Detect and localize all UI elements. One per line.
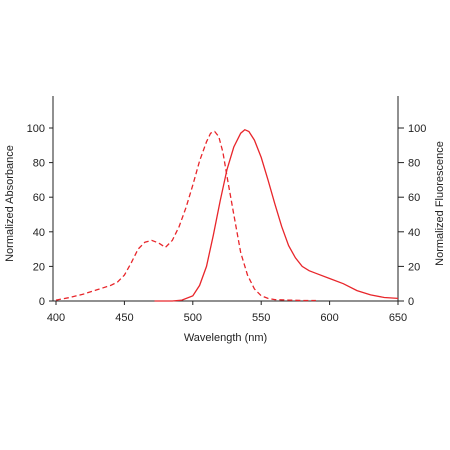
- fluorescence-series-line: [154, 128, 399, 302]
- plot-area: [55, 128, 399, 302]
- y-axis-left-title: Normalized Absorbance: [4, 145, 16, 262]
- y-axis-right-title: Normalized Fluorescence: [434, 141, 446, 266]
- y-right-tick-label: 100: [408, 123, 426, 135]
- y-left-tick-label: 0: [39, 296, 45, 308]
- y-left-tick-label: 20: [33, 261, 45, 273]
- x-tick-label: 500: [184, 312, 202, 324]
- x-axis-title: Wavelength (nm): [184, 332, 267, 344]
- x-tick-label: 400: [47, 312, 65, 324]
- y-left-tick-label: 80: [33, 158, 45, 170]
- y-right-tick-label: 0: [408, 296, 414, 308]
- y-left-tick-label: 100: [27, 123, 45, 135]
- y-right-tick-label: 60: [408, 192, 420, 204]
- absorbance-series-line: [55, 130, 316, 302]
- x-tick-label: 550: [252, 312, 270, 324]
- x-tick-label: 600: [320, 312, 338, 324]
- axis-frame: [52, 96, 399, 302]
- y-left-tick-label: 40: [33, 227, 45, 239]
- x-tick-label: 650: [389, 312, 407, 324]
- y-right-tick-label: 40: [408, 227, 420, 239]
- y-left-tick-label: 60: [33, 192, 45, 204]
- y-right-tick-label: 20: [408, 261, 420, 273]
- x-tick-label: 450: [115, 312, 133, 324]
- y-right-tick-label: 80: [408, 158, 420, 170]
